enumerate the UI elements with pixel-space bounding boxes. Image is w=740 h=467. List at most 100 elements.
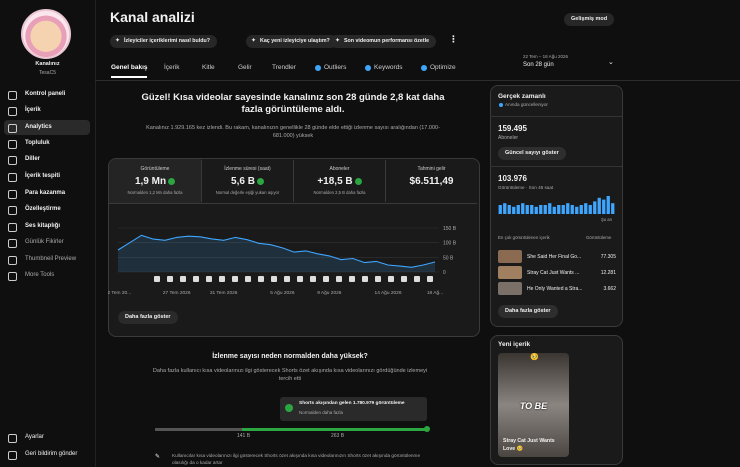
headline: Güzel! Kısa videolar sayesinde kanalınız… [141,92,445,115]
video-marker [167,276,173,282]
realtime-bar [521,203,525,214]
metric-value: 5,6 B [202,176,293,187]
item-views: 3.662 [603,286,616,292]
realtime-bars [498,196,615,214]
tooltip-title: Shorts akışından gelen 1.780.979 görüntü… [299,401,405,406]
video-marker [193,276,199,282]
video-marker [388,276,394,282]
top-views-header: Görüntüleme [586,235,612,240]
nav-item[interactable]: Günlük Fikirler [4,235,90,250]
item-title[interactable]: He Only Wanted a Stra... [527,286,583,292]
video-marker [258,276,264,282]
description: Kanalınız 1.929.165 kez izlendi. Bu raka… [146,125,440,139]
metric-label: Aboneler [329,166,350,172]
x-tick-label: 27 Tem 2026 [163,290,191,296]
item-thumbnail[interactable] [498,250,522,263]
subscriber-count: 159.495 [498,124,527,133]
nav-item[interactable]: İçerik [4,103,90,118]
tooltip-icon [285,404,293,412]
suggestion-chip[interactable]: Son videomun performansı özetle [330,35,437,48]
y-tick-label: 100 B [443,241,457,247]
nav-item[interactable]: Para kazanma [4,186,90,201]
metric-number: $6.511,49 [409,176,454,187]
realtime-bar [602,199,606,214]
item-thumbnail[interactable] [498,266,522,279]
page-title: Kanal analizi [110,9,195,25]
realtime-bar [512,206,516,214]
item-title[interactable]: She Said Her Final Go... [527,254,582,260]
metric-card[interactable]: Aboneler +18,5 B Normalden 2,5 B daha fazl… [293,160,385,202]
nav-item[interactable]: Özelleştirme [4,202,90,217]
x-tick-label: 31 Tem 2026 [210,290,238,296]
item-thumbnail[interactable] [498,282,522,295]
realtime-bar [570,205,574,214]
range-bar-low [155,428,242,431]
metric-label: Tahmini gelir [417,166,446,172]
range-bar-high [344,428,427,431]
tab[interactable]: Kitle [202,64,215,71]
advanced-mode-button[interactable]: Gelişmiş mod [564,13,615,26]
nav-item[interactable]: Topluluk [4,136,90,151]
tab[interactable]: Keywords [365,64,403,71]
x-tick-label: 22 Tem 20... [108,290,131,296]
realtime-more-button[interactable]: Daha fazla göster [498,305,558,318]
metric-card[interactable]: İzlenme süresi (saat) 5,6 B Normal değerle… [201,160,293,202]
video-thumbnail[interactable] [498,353,569,457]
nav-item[interactable]: Kontrol paneli [4,87,90,102]
nav-item[interactable]: Ses kitaplığı [4,219,90,234]
realtime-bar [611,203,615,214]
thumb-emoji: 🥺 [530,354,539,361]
video-marker [271,276,277,282]
realtime-bar [575,206,579,214]
tab[interactable]: İçerik [164,64,180,71]
nav-item[interactable]: İçerik tespiti [4,169,90,184]
footnote-icon: ✎ [155,454,161,460]
realtime-bar [566,203,570,214]
check-icon [256,177,264,185]
tab[interactable]: Optimize [421,64,456,71]
tab[interactable]: Outliers [315,64,346,71]
realtime-bar [525,205,529,214]
video-marker [323,276,329,282]
period-dropdown[interactable]: ⌄ [608,59,614,66]
metric-divider [109,203,477,204]
metric-value: 1,9 Mn [109,176,201,187]
period[interactable]: Son 28 gün [523,62,554,68]
metric-card[interactable]: Tahmini gelir $6.511,49 [385,160,477,202]
metric-label: İzlenme süresi (saat) [224,166,271,172]
video-marker [219,276,225,282]
range-bar-normal [242,428,344,431]
realtime-bar [503,203,507,214]
realtime-bar [498,205,502,214]
views-count: 103.976 [498,174,527,183]
footer-item[interactable]: Geri bildirim gönder [4,447,90,462]
tab[interactable]: Gelir [238,64,252,71]
footer-item[interactable]: Ayarlar [4,430,90,445]
realtime-bar [584,203,588,214]
nav-item[interactable]: More Tools [4,268,90,283]
suggestion-chip[interactable]: İzleyiciler içeriklerimi nasıl buldu? [110,35,217,48]
tab[interactable]: Genel bakış [111,64,148,71]
channel-name: TesaC5 [39,70,56,76]
tab[interactable]: Trendler [272,64,296,71]
views-label: Görüntüleme · Son 48 saat [498,185,554,190]
more-menu[interactable]: ⋮ [449,34,458,44]
video-marker [297,276,303,282]
more-button[interactable]: Daha fazla göster [118,311,178,324]
item-title[interactable]: Stray Cat Just Wants ... [527,270,580,276]
show-count-button[interactable]: Güncel sayıyı göster [498,147,566,160]
realtime-bar [534,206,538,214]
suggestion-chip[interactable]: Kaç yeni izleyiciye ulaştım? [246,35,337,48]
realtime-bar [561,205,565,214]
nav-item[interactable]: Diller [4,152,90,167]
nav-item[interactable]: Thumbneil Preview [4,252,90,267]
channel-avatar[interactable] [21,9,71,59]
top-header: En çok görüntülenen içerik [498,235,550,240]
video-marker [401,276,407,282]
realtime-bar [593,201,597,214]
video-marker [180,276,186,282]
nav-item[interactable]: Analytics [4,120,90,135]
metric-label: Görüntüleme [140,166,170,172]
realtime-bar [548,203,552,214]
metric-card[interactable]: Görüntüleme 1,9 Mn Normalden 1,2 Mn daha f… [109,160,201,202]
